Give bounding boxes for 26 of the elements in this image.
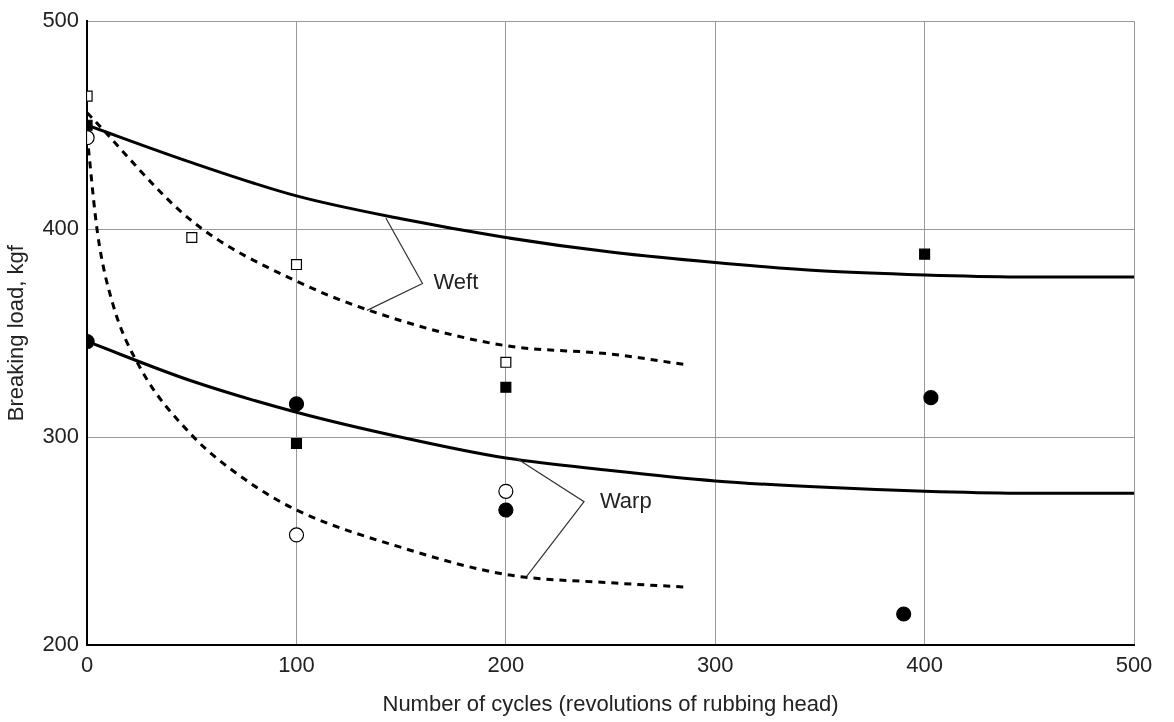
annotation: Warp — [599, 487, 652, 513]
point — [498, 502, 514, 518]
y-axis-title: Breaking load, kgf — [3, 244, 29, 422]
x-tick-label: 300 — [696, 652, 734, 678]
point — [288, 396, 305, 412]
point — [923, 390, 939, 406]
y-tick-label: 300 — [42, 423, 80, 449]
point — [896, 606, 912, 622]
point — [288, 527, 305, 543]
x-tick-label: 0 — [80, 652, 94, 678]
point — [500, 356, 512, 368]
x-tick-label: 100 — [278, 652, 315, 678]
x-tick-label: 500 — [1115, 652, 1153, 678]
point — [186, 231, 198, 244]
point — [919, 248, 931, 260]
point — [500, 381, 512, 393]
y-tick-label: 500 — [42, 7, 80, 33]
point — [498, 483, 514, 499]
y-tick-label: 400 — [42, 215, 80, 241]
x-tick-label: 400 — [906, 652, 943, 678]
point — [290, 437, 303, 449]
point — [290, 259, 303, 271]
x-tick-label: 200 — [487, 652, 525, 678]
y-tick-label: 200 — [42, 631, 80, 657]
annotation: Weft — [433, 269, 479, 295]
x-axis-title: Number of cycles (revolutions of rubbing head) — [382, 690, 839, 716]
